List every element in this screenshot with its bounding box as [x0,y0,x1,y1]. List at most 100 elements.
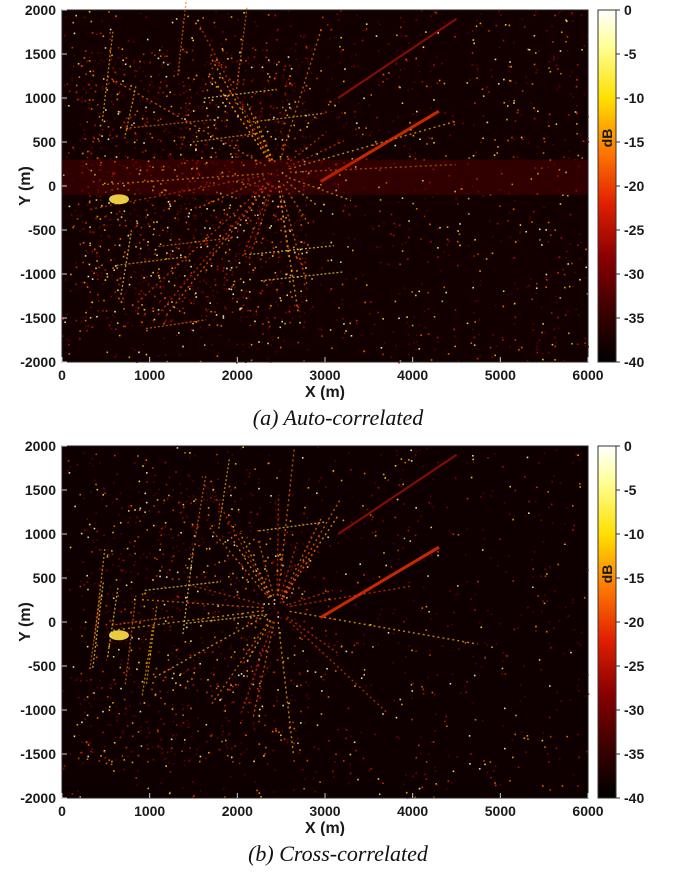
speckle [129,704,131,707]
speckle [540,306,543,309]
speckle [280,255,283,258]
speckle [548,716,551,719]
speckle [150,174,152,177]
speckle [240,289,243,292]
speckle [527,606,529,609]
speckle [496,222,499,225]
speckle [542,323,544,325]
speckle [549,159,552,161]
speckle [288,306,291,308]
speckle [267,172,270,175]
speckle [164,297,166,299]
speckle [267,14,270,16]
speckle [399,26,402,29]
speckle [467,213,470,215]
speckle [398,484,401,486]
speckle [409,540,412,542]
speckle [145,16,148,19]
speckle [264,724,266,727]
heatmap-image [62,10,588,362]
speckle [201,537,204,540]
speckle [220,578,222,581]
speckle [212,319,214,322]
speckle [175,713,177,716]
speckle [251,261,254,264]
speckle [330,259,333,262]
speckle [104,182,106,185]
speckle [409,147,411,150]
speckle [97,62,100,65]
y-tick-label: 1500 [25,46,56,62]
speckle [90,169,93,172]
speckle [383,342,386,345]
speckle [111,137,114,139]
speckle [457,230,459,232]
speckle [287,309,290,311]
speckle [88,10,91,13]
speckle [221,535,224,538]
speckle [418,70,421,73]
speckle [554,229,557,231]
speckle [494,156,496,158]
speckle [224,68,226,71]
speckle [303,128,306,130]
speckle [238,244,241,246]
speckle [210,214,213,217]
speckle [212,72,215,75]
speckle [305,45,308,48]
speckle [211,593,214,596]
speckle [163,189,166,191]
speckle [523,737,526,740]
speckle [477,253,479,255]
speckle [382,318,384,320]
speckle [144,511,146,514]
speckle [169,253,172,256]
speckle [393,162,395,165]
speckle [237,622,239,625]
speckle [268,462,271,464]
speckle [305,695,308,697]
speckle [392,331,394,333]
bright-hotspot [108,194,129,205]
speckle [175,737,177,740]
speckle [166,253,168,256]
speckle [166,617,169,620]
speckle [377,21,379,24]
speckle [155,492,158,495]
speckle [81,595,83,597]
speckle [119,492,122,495]
speckle [330,28,333,31]
speckle [527,142,530,144]
speckle [124,63,127,66]
speckle [295,235,298,238]
speckle [337,18,340,21]
speckle [172,555,175,558]
speckle [81,635,83,637]
speckle [189,299,192,302]
speckle [249,699,252,701]
speckle [407,334,410,336]
speckle [76,218,79,220]
speckle [337,728,339,731]
speckle [422,46,425,48]
speckle [169,770,172,773]
speckle [93,248,96,251]
speckle [142,553,145,556]
speckle [240,753,243,756]
speckle [196,748,198,751]
speckle [135,161,137,164]
speckle [417,64,419,67]
speckle [398,317,400,320]
speckle [237,81,240,83]
speckle [482,195,485,197]
speckle [180,241,183,244]
speckle [279,205,282,208]
speckle [254,214,257,217]
speckle [270,304,272,307]
speckle [301,252,304,255]
speckle [481,88,484,91]
speckle [194,228,196,231]
speckle [340,36,343,39]
colorbar-tick-label: -10 [624,526,644,542]
speckle [301,530,303,533]
